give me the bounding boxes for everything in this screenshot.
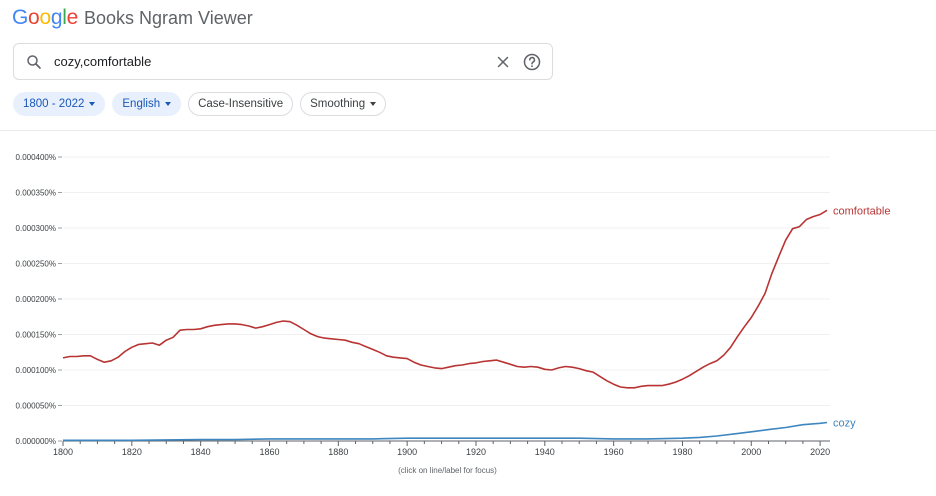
y-tick-label: 0.000300%: [16, 224, 56, 233]
logo-letter: l: [62, 6, 67, 29]
x-tick-label: 1920: [466, 447, 486, 457]
x-tick-label: 2020: [810, 447, 830, 457]
ngram-chart: 0.000000% 0.000050% 0.000100% 0.000150% 0.00…: [16, 153, 891, 457]
logo-letter: G: [12, 6, 29, 29]
x-tick-label: 1860: [259, 447, 279, 457]
series-line-comfortable: [62, 209, 828, 389]
series-label-cozy[interactable]: cozy: [833, 418, 856, 430]
y-tick-label: 0.000100%: [16, 366, 56, 375]
x-tick-label: 1800: [53, 447, 73, 457]
caret-down-icon: [89, 102, 96, 106]
y-tick-label: 0.000050%: [16, 402, 56, 411]
help-icon[interactable]: [522, 52, 542, 72]
corpus-label: English: [122, 98, 161, 110]
x-tick-label: 1960: [604, 447, 624, 457]
series-label-comfortable[interactable]: comfortable: [833, 205, 890, 217]
corpus-dropdown[interactable]: English: [112, 92, 182, 116]
case-insensitive-label: Case-Insensitive: [198, 98, 284, 110]
logo-letter: o: [39, 6, 51, 29]
search-icon: [27, 55, 41, 69]
y-tick-label: 0.000000%: [16, 437, 56, 446]
smoothing-label: Smoothing: [310, 98, 366, 110]
focus-hint: (click on line/label for focus): [398, 466, 497, 475]
search-input[interactable]: cozy,comfortable: [54, 54, 152, 69]
y-tick-label: 0.000250%: [16, 260, 56, 269]
divider: [0, 130, 936, 131]
x-tick-label: 1880: [328, 447, 348, 457]
year-range-dropdown[interactable]: 1800 - 2022: [13, 92, 106, 116]
year-range-label: 1800 - 2022: [23, 98, 85, 110]
close-icon[interactable]: [494, 53, 512, 71]
x-tick-label: 1940: [535, 447, 555, 457]
x-tick-label: 1980: [672, 447, 692, 457]
case-insensitive-toggle[interactable]: Case-Insensitive: [188, 92, 294, 116]
smoothing-dropdown[interactable]: Smoothing: [300, 92, 387, 116]
logo-letter: g: [50, 6, 63, 29]
series-line-cozy: [63, 421, 828, 442]
y-tick-label: 0.000150%: [16, 331, 56, 340]
y-tick-label: 0.000200%: [16, 295, 56, 304]
search-box[interactable]: cozy,comfortable: [13, 43, 553, 80]
x-tick-label: 1900: [397, 447, 417, 457]
app-title: Books Ngram Viewer: [83, 8, 253, 28]
y-tick-label: 0.000350%: [16, 189, 56, 198]
caret-down-icon: [165, 102, 172, 106]
logo-letter: o: [28, 6, 40, 29]
caret-down-icon: [370, 102, 377, 106]
y-tick-label: 0.000400%: [16, 153, 56, 162]
x-tick-label: 1840: [191, 447, 211, 457]
x-tick-label: 1820: [122, 447, 142, 457]
logo-letter: e: [66, 6, 79, 29]
x-tick-label: 2000: [741, 447, 761, 457]
filter-bar: 1800 - 2022 English Case-Insensitive Smo…: [13, 92, 393, 116]
